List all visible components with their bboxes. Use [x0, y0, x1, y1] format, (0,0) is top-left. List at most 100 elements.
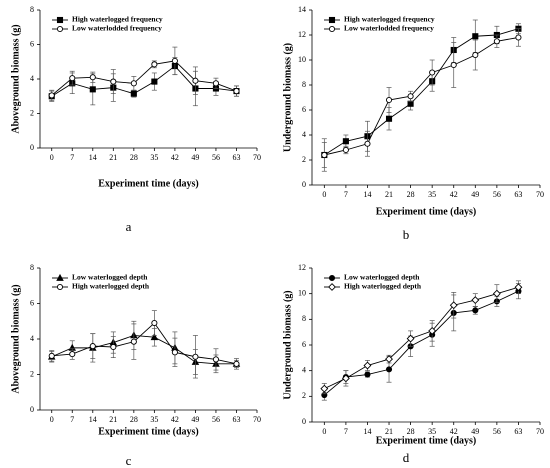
x-tick-label: 63: [514, 427, 522, 436]
y-tick-label: 2: [302, 155, 306, 164]
y-tick-label: 0: [30, 143, 34, 152]
chart-panel: 0 2 4 6 8 0 7 14 21 28 35 42 49 56 63 70 Experiment time…: [10, 263, 261, 468]
marker: [364, 140, 371, 147]
x-tick-label: 49: [191, 415, 199, 424]
y-tick-label: 6: [302, 340, 306, 349]
marker: [407, 100, 414, 107]
marker: [89, 86, 96, 93]
x-tick-label: 63: [514, 190, 522, 199]
panel-label: c: [126, 453, 132, 468]
x-tick-label: 21: [385, 427, 393, 436]
marker: [429, 69, 436, 76]
x-tick-label: 0: [322, 190, 326, 199]
marker: [428, 326, 437, 335]
chart-panel: 0 2 4 6 8 0 7 14 21 28 35 42 49 56 63 70 Experiment time…: [10, 5, 261, 234]
marker: [515, 34, 522, 41]
marker: [514, 283, 523, 292]
marker: [69, 75, 76, 82]
marker: [328, 274, 336, 282]
y-tick-label: 0: [30, 405, 34, 414]
marker: [130, 80, 137, 87]
legend-label: High waterlogged depth: [72, 282, 150, 291]
y-axis-label: Underground biomass (g): [282, 290, 293, 399]
x-tick-label: 14: [89, 415, 97, 424]
x-tick-label: 56: [212, 415, 220, 424]
x-tick-label: 56: [212, 153, 220, 162]
marker: [328, 25, 336, 33]
marker: [212, 80, 219, 87]
marker: [449, 301, 458, 310]
marker: [364, 371, 371, 378]
marker: [56, 25, 64, 33]
marker: [407, 93, 414, 100]
y-tick-label: 6: [30, 39, 34, 48]
x-tick-label: 14: [363, 427, 371, 436]
marker: [385, 96, 393, 104]
legend-label: Low waterlodded frequency: [344, 24, 434, 33]
x-tick-label: 63: [232, 415, 240, 424]
marker: [341, 374, 350, 383]
marker: [192, 77, 199, 84]
marker: [110, 78, 117, 85]
x-axis-label: Experiment time (days): [98, 178, 199, 189]
x-tick-label: 70: [253, 153, 261, 162]
x-tick-label: 35: [428, 427, 436, 436]
marker: [406, 334, 415, 343]
marker: [56, 16, 64, 24]
marker: [89, 74, 96, 81]
x-tick-label: 21: [109, 153, 117, 162]
series-line: [324, 37, 519, 156]
marker: [493, 38, 500, 45]
x-tick-label: 14: [363, 190, 371, 199]
y-tick-label: 2: [30, 369, 34, 378]
y-tick-label: 12: [298, 30, 306, 39]
x-tick-label: 28: [407, 190, 415, 199]
y-tick-label: 4: [30, 334, 34, 343]
x-tick-label: 35: [150, 153, 158, 162]
x-tick-label: 14: [89, 153, 97, 162]
marker: [192, 353, 199, 360]
x-tick-label: 42: [450, 427, 458, 436]
x-tick-label: 28: [130, 415, 138, 424]
series-line: [324, 286, 519, 390]
panel-label: b: [403, 227, 410, 242]
y-tick-label: 14: [298, 5, 306, 14]
legend-label: High waterlogged frequency: [72, 15, 163, 24]
y-tick-label: 4: [302, 365, 306, 374]
x-tick-label: 49: [471, 427, 479, 436]
marker: [130, 90, 137, 97]
x-tick-label: 7: [344, 427, 348, 436]
y-tick-label: 2: [30, 108, 34, 117]
legend-label: Low waterlogged depth: [72, 273, 148, 282]
marker: [471, 296, 480, 305]
x-tick-label: 56: [493, 190, 501, 199]
series-line: [51, 334, 237, 365]
x-tick-label: 7: [70, 153, 74, 162]
marker: [171, 57, 178, 64]
y-tick-label: 2: [302, 391, 306, 400]
marker: [342, 146, 349, 154]
series-line: [51, 60, 237, 96]
marker: [171, 349, 178, 356]
y-tick-label: 0: [302, 180, 306, 189]
y-tick-label: 4: [30, 74, 34, 83]
marker: [48, 92, 55, 99]
y-axis-label: Underground biomass (g): [282, 43, 293, 152]
legend-label: Low waterlogged depth: [344, 273, 420, 282]
y-axis-label: Aboveground biomass (g): [10, 284, 21, 393]
marker: [89, 343, 96, 350]
marker: [212, 356, 219, 363]
series-line: [324, 28, 519, 156]
marker: [56, 273, 64, 281]
marker: [492, 289, 501, 298]
marker: [385, 115, 393, 122]
legend-label: Low waterlodded frequency: [72, 24, 162, 33]
x-tick-label: 28: [407, 427, 415, 436]
x-tick-label: 28: [130, 153, 138, 162]
marker: [342, 138, 349, 145]
x-tick-label: 42: [450, 190, 458, 199]
marker: [320, 384, 329, 393]
x-tick-label: 42: [171, 415, 179, 424]
x-axis-label: Experiment time (days): [376, 206, 477, 217]
